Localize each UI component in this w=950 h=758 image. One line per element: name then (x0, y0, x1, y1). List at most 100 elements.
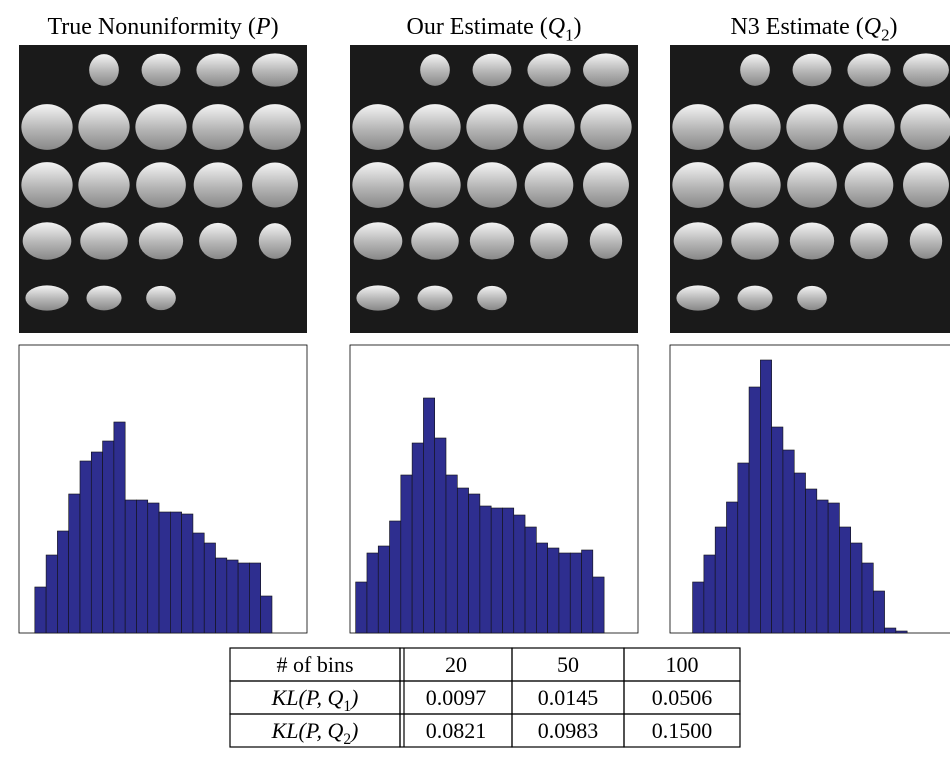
brain-slice (580, 104, 631, 150)
histogram-bar (885, 628, 896, 633)
brain-slice (135, 104, 186, 150)
brain-slice (21, 104, 72, 150)
histogram-bar (204, 543, 215, 633)
histogram-bar (114, 422, 125, 633)
panel-title: N3 Estimate (Q2) (730, 14, 897, 45)
histogram-bar (356, 582, 367, 633)
histogram-bar (457, 488, 468, 633)
brain-slice (136, 162, 186, 207)
brain-slice (25, 285, 68, 310)
histogram-bar (69, 494, 80, 633)
brain-slice (467, 162, 517, 207)
brain-slice (409, 162, 460, 208)
brain-slice (910, 223, 942, 259)
text-run: 2 (881, 26, 889, 45)
table-cell-text: 0.1500 (652, 718, 713, 743)
histogram-bar (514, 515, 525, 633)
text-run: 2 (343, 731, 351, 748)
brain-slice (523, 104, 574, 150)
brain-slice (903, 53, 949, 86)
histogram-bar (559, 553, 570, 633)
histogram-bar (480, 506, 491, 633)
brain-slice (78, 104, 129, 150)
histogram-bar (227, 560, 238, 633)
histogram-bar (862, 563, 873, 633)
histogram-bar (693, 582, 704, 633)
brain-slice (139, 223, 183, 260)
brain-slice (903, 163, 949, 208)
brain-slice (196, 54, 239, 87)
histogram-bar (817, 500, 828, 633)
histogram-bar (828, 503, 839, 633)
brain-slice (194, 162, 243, 207)
brain-slice (527, 54, 570, 87)
table-cell-text: 0.0097 (426, 685, 487, 710)
brain-slice (252, 53, 298, 86)
histogram-bar (35, 587, 46, 633)
histogram-bar (570, 553, 581, 633)
histogram-bar (491, 508, 502, 633)
mri-image (670, 45, 950, 333)
figure: True Nonuniformity (P) Our Estimate (Q1) N… (0, 0, 950, 758)
brain-slice (787, 162, 837, 207)
histogram-bar (593, 577, 604, 633)
text-run: 0.0506 (652, 685, 713, 710)
brain-slice (729, 104, 780, 150)
brain-slice (249, 104, 300, 150)
brain-slice (525, 162, 574, 207)
histogram-bar (715, 527, 726, 633)
histogram-bar (182, 514, 193, 633)
brain-slice (252, 163, 298, 208)
text-run: 0.1500 (652, 718, 713, 743)
panel-title: Our Estimate (Q1) (406, 14, 581, 45)
histogram-bar (772, 427, 783, 633)
text-run: 1 (565, 26, 573, 45)
brain-slice (583, 53, 629, 86)
brain-slice (797, 286, 827, 310)
table-cell-text: KL(P, Q2) (271, 718, 359, 748)
brain-slice (80, 222, 128, 259)
brain-slice (21, 162, 72, 208)
brain-slice (672, 162, 723, 208)
histogram-bar (582, 550, 593, 633)
text-run: P (255, 14, 271, 40)
text-run: ) (890, 14, 898, 40)
table-cell-text: KL(P, Q1) (271, 685, 359, 715)
text-run: 1 (343, 698, 351, 715)
brain-slice (843, 104, 894, 150)
text-run: KL(P, Q (271, 718, 344, 743)
brain-slice (790, 223, 834, 260)
brain-slice (89, 54, 119, 86)
histogram-bar (760, 360, 771, 633)
panel-title: True Nonuniformity (P) (47, 14, 278, 40)
histogram-bar (390, 521, 401, 633)
histogram-bar (249, 563, 260, 633)
text-run: Q (864, 14, 881, 40)
histogram-bar (738, 463, 749, 633)
brain-slice (78, 162, 129, 208)
brain-slice (259, 223, 291, 259)
histogram-bar (423, 398, 434, 633)
table-cell-text: # of bins (277, 652, 354, 677)
table-cell-text: 20 (445, 652, 467, 677)
histogram-bar (57, 531, 68, 633)
histogram-bar (839, 527, 850, 633)
brain-slice (583, 163, 629, 208)
brain-slice (737, 286, 772, 311)
table-cell-text: 50 (557, 652, 579, 677)
table-cell-text: 0.0821 (426, 718, 487, 743)
brain-slice (847, 54, 890, 87)
text-run: # of bins (277, 652, 354, 677)
brain-slice (731, 222, 779, 259)
histogram-bar (216, 558, 227, 633)
text-run: True Nonuniformity ( (47, 14, 255, 40)
brain-slice (845, 162, 894, 207)
text-run: 50 (557, 652, 579, 677)
text-run: 0.0145 (538, 685, 599, 710)
histogram-bar (525, 527, 536, 633)
table-cell-text: 0.0506 (652, 685, 713, 710)
histogram-bar (136, 500, 147, 633)
content: True Nonuniformity (P) Our Estimate (Q1) N… (19, 14, 950, 748)
mri-image (350, 45, 638, 333)
histogram-bar (367, 553, 378, 633)
